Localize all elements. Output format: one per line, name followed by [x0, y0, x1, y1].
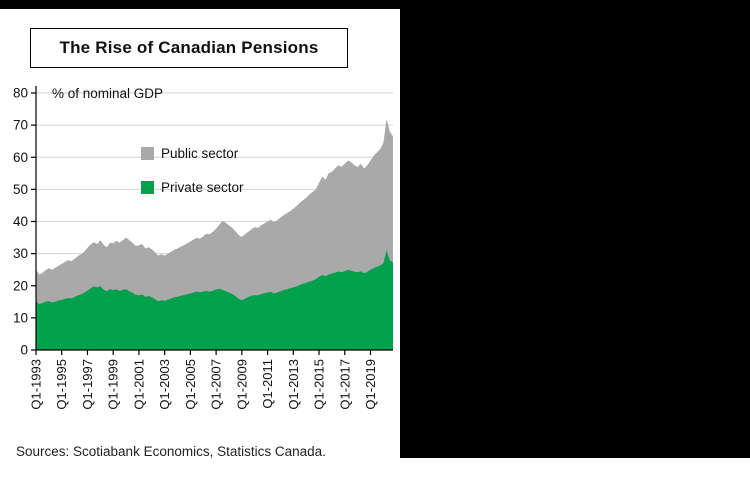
top-black-band	[0, 0, 750, 9]
svg-text:70: 70	[13, 118, 28, 133]
svg-text:Q1-2011: Q1-2011	[260, 359, 275, 409]
svg-text:40: 40	[13, 214, 28, 229]
svg-text:Q1-2001: Q1-2001	[131, 359, 146, 410]
svg-text:50: 50	[13, 182, 28, 197]
chart-title-box: The Rise of Canadian Pensions	[30, 28, 348, 68]
svg-text:Q1-1995: Q1-1995	[54, 359, 69, 410]
svg-text:0: 0	[20, 343, 28, 358]
legend-label-private: Private sector	[161, 180, 244, 195]
svg-text:20: 20	[13, 278, 28, 293]
svg-text:% of nominal GDP: % of nominal GDP	[52, 86, 163, 101]
svg-text:Q1-1999: Q1-1999	[106, 359, 121, 410]
svg-text:Q1-1993: Q1-1993	[29, 359, 44, 410]
svg-text:10: 10	[13, 310, 28, 325]
legend-label-public: Public sector	[161, 146, 239, 161]
svg-text:80: 80	[13, 86, 28, 101]
svg-text:Q1-2005: Q1-2005	[183, 359, 198, 410]
svg-text:Q1-2013: Q1-2013	[286, 359, 301, 410]
chart-legend: Public sector Private sector	[141, 146, 244, 214]
svg-text:Q1-2007: Q1-2007	[209, 359, 224, 410]
public-sector-swatch	[141, 147, 154, 160]
svg-text:Q1-2019: Q1-2019	[363, 359, 378, 410]
legend-item-public: Public sector	[141, 146, 244, 161]
legend-item-private: Private sector	[141, 180, 244, 195]
svg-text:Q1-2015: Q1-2015	[312, 359, 327, 410]
chart-title: The Rise of Canadian Pensions	[59, 38, 319, 57]
svg-text:Q1-2017: Q1-2017	[337, 359, 352, 410]
svg-text:60: 60	[13, 150, 28, 165]
svg-text:Q1-1997: Q1-1997	[80, 359, 95, 410]
pension-stacked-area-chart: 0 10 20 30 40 50 60 70 80 Q1-1993 Q1-1995 Q1-1997 Q1…	[13, 86, 393, 410]
svg-text:Q1-2003: Q1-2003	[157, 359, 172, 410]
svg-text:Q1-2009: Q1-2009	[234, 359, 249, 410]
svg-text:30: 30	[13, 246, 28, 261]
private-sector-swatch	[141, 181, 154, 194]
source-note: Sources: Scotiabank Economics, Statistic…	[16, 444, 326, 459]
right-black-panel	[400, 0, 750, 458]
